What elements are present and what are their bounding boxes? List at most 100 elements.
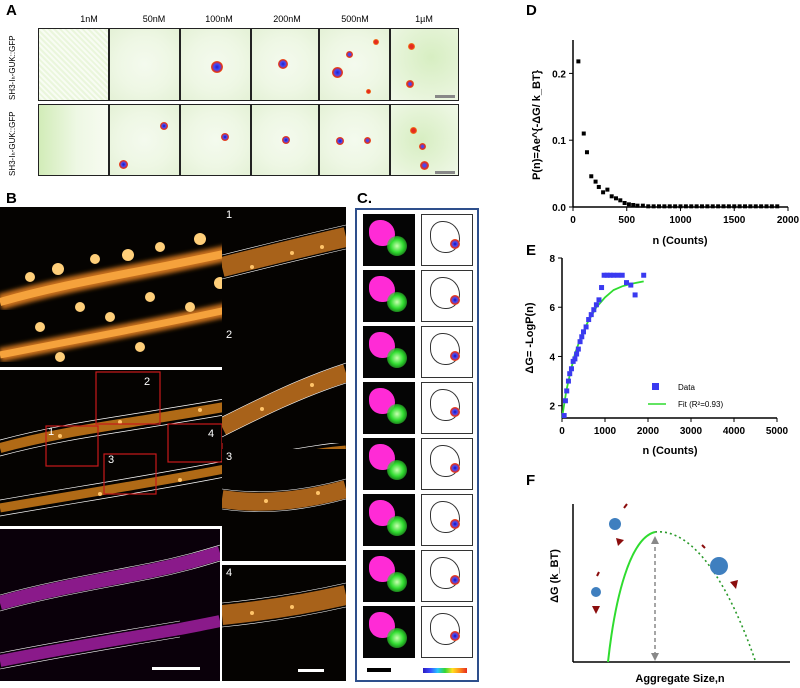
data-point [737, 204, 742, 209]
data-point [619, 272, 625, 278]
data-point [575, 346, 581, 352]
data-point [716, 204, 721, 209]
x-tick-label: 1500 [723, 215, 746, 226]
outline-image [421, 382, 473, 434]
data-point [604, 272, 610, 278]
x-tick-label: 1000 [594, 426, 617, 437]
outline-image [421, 214, 473, 266]
outline-image [421, 550, 473, 602]
aggregate-dot [406, 80, 414, 88]
aggregate-dot [278, 59, 288, 69]
fit-line [561, 280, 644, 419]
y-axis-label: P(n)=Ae^{-ΔG/ k_BT} [531, 69, 543, 180]
roi-label-1: 1 [48, 426, 55, 438]
y-tick-label: 0.1 [552, 136, 566, 147]
data-point [565, 378, 571, 384]
data-point [759, 204, 764, 209]
aggregate-dot [420, 161, 429, 170]
attach-arrow-medium [623, 503, 628, 509]
x-axis-label: Aggregate Size,n [635, 673, 725, 685]
aggregate-dot [221, 133, 229, 141]
x-axis-label: n (Counts) [643, 445, 698, 457]
data-point [631, 202, 636, 207]
arrow-head-up [651, 536, 659, 544]
inset-drawing [222, 224, 346, 280]
tile-r2-1um [390, 104, 459, 176]
panel-f-letter: F [526, 472, 536, 489]
medium-aggregate-sphere [609, 518, 621, 530]
dendrite-magenta-drawing [0, 544, 220, 670]
merge-image [363, 326, 415, 378]
conc-label-5: 500nM [341, 14, 369, 24]
aggregate-dot [408, 43, 415, 50]
panel-b-dendrite-image-3 [0, 529, 220, 681]
tile-r1-50nm [109, 28, 180, 101]
data-point [743, 204, 747, 209]
data-point [568, 366, 574, 372]
chart-e: ΔG= -LogP(n) n (Counts) 0 1000 2000 3000 400… [524, 254, 789, 457]
inset-drawing [222, 478, 346, 513]
data-point [635, 203, 640, 208]
data-point [618, 198, 623, 203]
scale-bar [152, 667, 200, 670]
data-point [589, 174, 594, 179]
data-point [614, 196, 618, 201]
panel-b-inset-3: 3 [222, 449, 346, 561]
energy-curve-falling [654, 531, 756, 661]
data-point [626, 202, 631, 207]
y-tick-label: 0.2 [552, 69, 566, 80]
attach-arrow-small [596, 571, 600, 577]
aggregate-dot [346, 51, 353, 58]
arrow-head-down [651, 653, 659, 661]
growth-arrow-large [730, 580, 738, 589]
data-point [673, 204, 678, 209]
data-point [667, 204, 672, 209]
merge-image [363, 270, 415, 322]
data-point [646, 204, 651, 209]
panel-b-inset-1: 1 [222, 207, 346, 323]
scale-bar [435, 171, 455, 174]
y-tick-label: 0.0 [552, 203, 566, 214]
data-point [586, 317, 592, 323]
aggregate-dot [366, 89, 371, 94]
data-point [562, 398, 568, 404]
data-point [583, 324, 589, 330]
inset-label-2: 2 [226, 329, 233, 341]
data-point [753, 204, 758, 209]
x-tick-label: 0 [559, 426, 565, 437]
data-point [593, 302, 599, 308]
x-axis-label: n (Counts) [653, 235, 708, 247]
data-point [577, 339, 583, 345]
inset-drawing [222, 582, 346, 628]
data-point [574, 351, 580, 357]
data-point [769, 204, 774, 209]
conc-label-1: 1nM [80, 14, 98, 24]
merge-image [363, 438, 415, 490]
data-point [622, 200, 627, 205]
outline-image [421, 494, 473, 546]
panel-a-letter: A [6, 2, 17, 19]
aggregate-dot [364, 137, 371, 144]
row-label-1: SH3-Iₕ-GUK::GFP [8, 35, 17, 100]
data-point [632, 292, 638, 298]
data-point [640, 203, 645, 208]
x-tick-label: 0 [570, 215, 576, 226]
data-point [588, 312, 594, 318]
y-tick-label: 8 [549, 254, 555, 265]
data-point [581, 131, 586, 136]
aggregate-dot [160, 122, 168, 130]
x-tick-label: 500 [618, 215, 635, 226]
data-point [601, 190, 606, 195]
roi-label-3: 3 [108, 454, 115, 466]
attach-arrow-large [701, 544, 706, 549]
data-point [775, 204, 780, 209]
aggregate-dot [211, 61, 223, 73]
large-aggregate-sphere [710, 557, 728, 575]
chart-f: ΔG (k_BT) Aggregate Size,n [549, 503, 790, 685]
inset-label-4: 4 [226, 567, 233, 579]
aggregate-dot [119, 160, 128, 169]
data-point [726, 204, 731, 209]
tile-r2-200nm [251, 104, 319, 176]
outline-image [421, 326, 473, 378]
data-point [561, 413, 567, 419]
